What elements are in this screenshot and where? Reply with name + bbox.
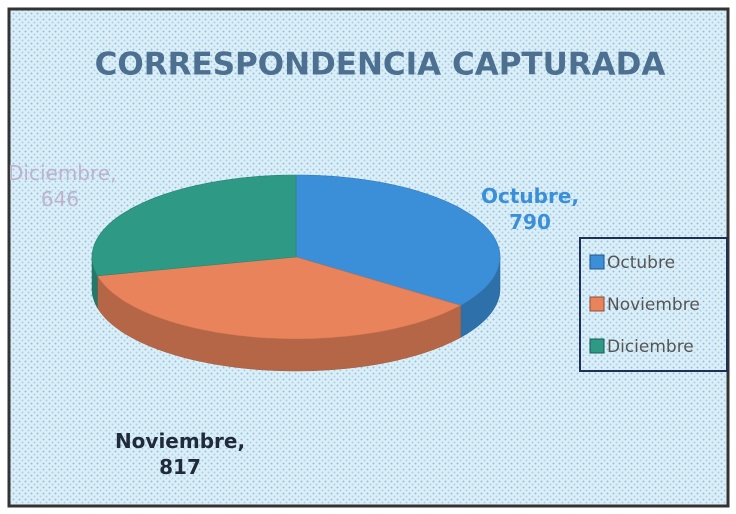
pie-slice [295, 174, 501, 306]
legend-swatch [589, 296, 605, 312]
legend-label: Noviembre [607, 295, 700, 315]
pie-slice [96, 256, 462, 340]
legend-swatch [589, 254, 605, 270]
legend-label: Octubre [607, 253, 675, 273]
data-label: Octubre, 790 [481, 184, 579, 234]
pie-slice [91, 174, 297, 277]
legend-swatch [589, 338, 605, 354]
data-label: Noviembre, 817 [114, 429, 246, 479]
legend: Octubre Noviembre Diciembre [589, 253, 700, 357]
legend-box [579, 237, 728, 372]
data-label: Diciembre, 646 [8, 161, 117, 211]
chart-title: CORRESPONDENCIA CAPTURADA [95, 47, 666, 83]
legend-label: Diciembre [607, 337, 694, 357]
pie [91, 174, 501, 372]
